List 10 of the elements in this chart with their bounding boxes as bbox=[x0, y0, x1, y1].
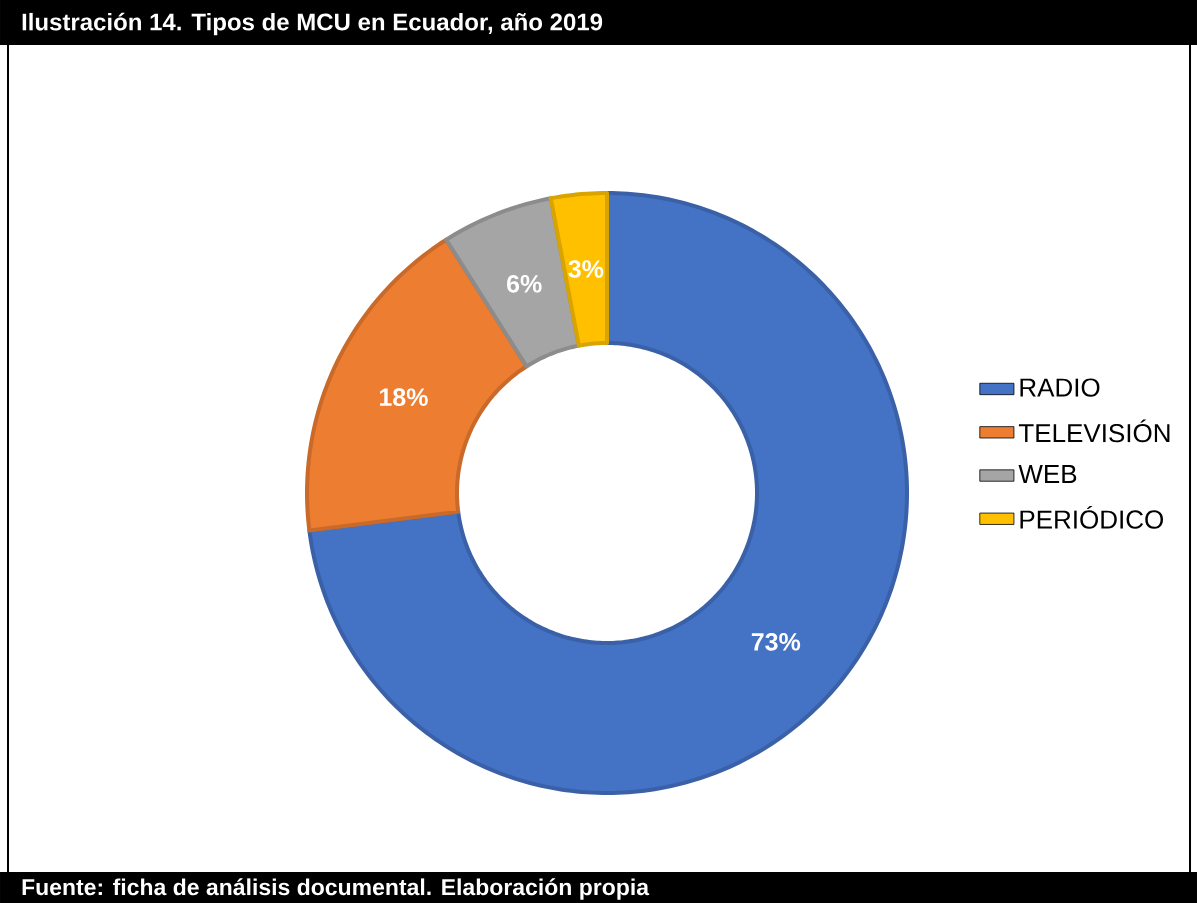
data-label: 3% bbox=[568, 260, 604, 278]
chart-title: Ilustración 14. Tipos de MCU en Ecuador, año 2019 bbox=[22, 12, 603, 36]
source-note: Fuente: ficha de análisis documental. Elaboración propia bbox=[22, 878, 650, 900]
legend-label: PERIÓDICO bbox=[1020, 505, 1164, 529]
legend-label: RADIO bbox=[1020, 378, 1100, 397]
data-label: 6% bbox=[507, 274, 542, 293]
legend-label: WEB bbox=[1018, 465, 1077, 483]
legend-label: TELEVISIÓN bbox=[1018, 419, 1170, 443]
data-label: 18% bbox=[379, 388, 428, 407]
data-label: 73% bbox=[751, 632, 801, 651]
